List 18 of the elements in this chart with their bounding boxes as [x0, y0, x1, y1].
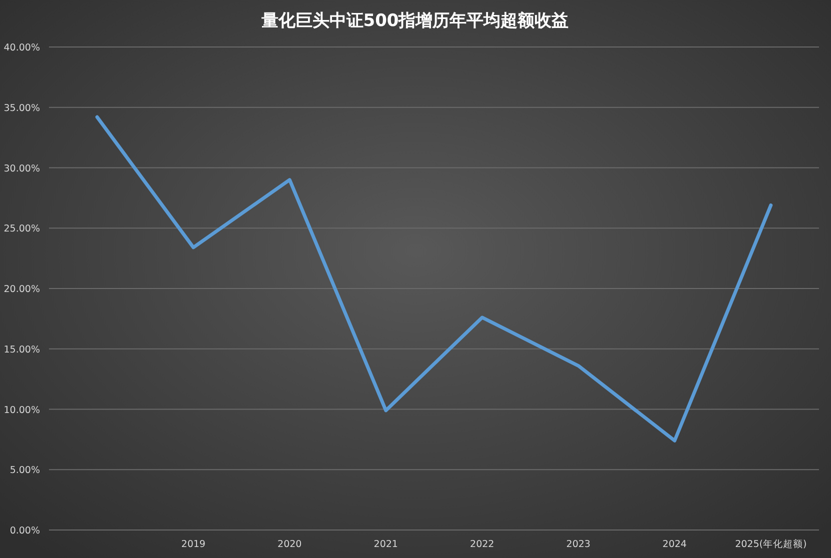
y-tick-label: 0.00% [10, 526, 40, 536]
chart-title: 量化巨头中证500指增历年平均超额收益 [260, 11, 569, 31]
x-tick-label: 2021 [374, 539, 398, 550]
y-tick-label: 30.00% [4, 163, 40, 174]
y-tick-label: 40.00% [4, 42, 40, 54]
x-tick-label: 2022 [470, 539, 494, 550]
y-tick-label: 20.00% [4, 284, 40, 295]
y-tick-label: 10.00% [4, 404, 40, 416]
y-tick-label: 15.00% [4, 344, 40, 356]
line-series [95, 115, 773, 442]
x-tick-label: 2025(年化超额) [735, 538, 807, 550]
y-tick-label: 25.00% [4, 224, 40, 235]
x-tick-label: 2023 [566, 539, 590, 550]
x-tick-label: 2020 [278, 539, 302, 550]
x-tick-label: 2019 [181, 539, 206, 550]
x-tick-label: 2024 [662, 539, 687, 550]
y-tick-label: 5.00% [10, 465, 40, 476]
y-tick-label: 35.00% [4, 102, 40, 114]
